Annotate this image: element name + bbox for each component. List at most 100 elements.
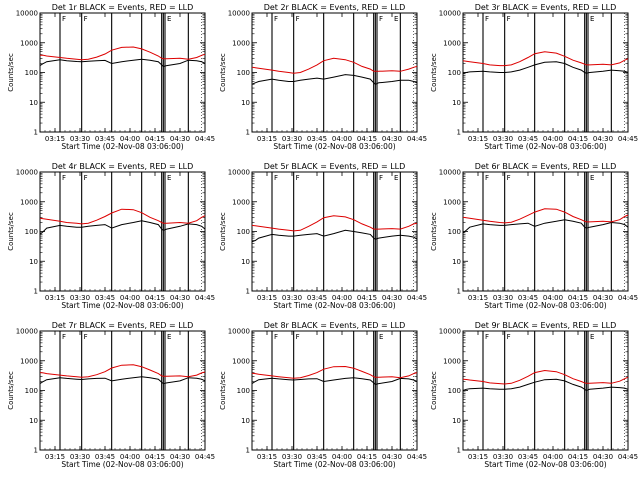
panel-9-ytick-label: 1 xyxy=(457,447,461,455)
panel-9-xtick-label: 03:30 xyxy=(493,453,513,461)
panel-2-xtick-label: 04:00 xyxy=(332,135,352,143)
panel-6-ytick-label: 10000 xyxy=(439,169,461,177)
panel-3-flag-label: F xyxy=(507,15,511,23)
panel-6-xtick-label: 03:15 xyxy=(468,294,488,302)
panel-4-frame xyxy=(39,171,206,292)
panel-4-xtick-label: 04:30 xyxy=(170,294,190,302)
panel-5-ytick-label: 10 xyxy=(241,258,250,266)
panel-8-flag-label: F xyxy=(296,333,300,341)
panel-8-series-events xyxy=(251,377,418,385)
panel-7-xtick-label: 04:00 xyxy=(120,453,140,461)
panel-6-flag-label: F xyxy=(507,174,511,182)
panel-7-xtick-label: 03:15 xyxy=(45,453,65,461)
panel-5-ylabel: Counts/sec xyxy=(219,212,227,251)
panel-9-xtick-label: 03:15 xyxy=(468,453,488,461)
panel-1-xlabel: Start Time (02-Nov-08 03:06:00) xyxy=(61,142,183,151)
panel-3-ytick-label: 10000 xyxy=(439,10,461,18)
panel-6-ytick-label: 100 xyxy=(448,228,461,236)
panel-3-flag-label: E xyxy=(590,15,594,23)
panel-6-xtick-label: 04:15 xyxy=(568,294,588,302)
panel-4-xtick-label: 04:00 xyxy=(120,294,140,302)
panel-2-ytick-label: 1000 xyxy=(232,39,250,47)
panel-7-frame xyxy=(39,330,206,451)
panel-9-xtick-label: 04:45 xyxy=(618,453,638,461)
panel-7-series-events xyxy=(39,376,206,385)
panel-1-frame xyxy=(39,12,206,133)
panel-9-flag-label: F xyxy=(485,333,489,341)
panel-2-xtick-label: 04:30 xyxy=(382,135,402,143)
panel-5-xtick-label: 03:45 xyxy=(307,294,327,302)
panel-9-series-events xyxy=(462,378,629,392)
panel-5-xtick-label: 04:00 xyxy=(332,294,352,302)
panel-1-series-events xyxy=(39,58,206,67)
panel-8-ytick-label: 10000 xyxy=(228,328,250,336)
panel-2-xtick-label: 04:15 xyxy=(357,135,377,143)
panel-5-flag-label: E xyxy=(394,174,398,182)
panel-9-flag-label: E xyxy=(590,333,594,341)
panel-9-xtick-label: 04:30 xyxy=(593,453,613,461)
panel-5-xtick-label: 03:30 xyxy=(282,294,302,302)
panel-3-ytick-label: 10 xyxy=(452,99,461,107)
panel-2-xtick-label: 04:45 xyxy=(407,135,427,143)
panel-1-xtick-label: 04:30 xyxy=(170,135,190,143)
panel-2-xlabel: Start Time (02-Nov-08 03:06:00) xyxy=(273,142,395,151)
panel-2-ytick-label: 10 xyxy=(241,99,250,107)
panel-2-flag-label: F xyxy=(274,15,278,23)
panel-4-ylabel: Counts/sec xyxy=(7,212,15,251)
panel-6-xtick-label: 04:45 xyxy=(618,294,638,302)
panel-7-xtick-label: 04:30 xyxy=(170,453,190,461)
panel-7-series-lld xyxy=(39,364,206,378)
panel-2-flag-label: F xyxy=(296,15,300,23)
panel-1-flag-label: F xyxy=(84,15,88,23)
panel-1-xtick-label: 03:15 xyxy=(45,135,65,143)
panel-6-frame xyxy=(462,171,629,292)
panel-6-xtick-label: 04:00 xyxy=(543,294,563,302)
panel-3-xtick-label: 04:15 xyxy=(568,135,588,143)
panel-4-xlabel: Start Time (02-Nov-08 03:06:00) xyxy=(61,301,183,310)
panel-3-flag-label: F xyxy=(485,15,489,23)
panel-4-ytick-label: 10 xyxy=(29,258,38,266)
panel-9-flag-label: F xyxy=(507,333,511,341)
panel-5-series-events xyxy=(251,229,418,243)
panel-6-xtick-label: 04:30 xyxy=(593,294,613,302)
panel-1-xtick-label: 04:00 xyxy=(120,135,140,143)
panel-5-ytick-label: 10000 xyxy=(228,169,250,177)
panel-3-xtick-label: 04:30 xyxy=(593,135,613,143)
panel-2-xtick-label: 03:15 xyxy=(257,135,277,143)
panel-2-flag-label: F xyxy=(379,15,383,23)
panel-3-xtick-label: 03:30 xyxy=(493,135,513,143)
panel-5-title: Det 5r BLACK = Events, RED = LLD xyxy=(264,162,406,171)
panel-1-xtick-label: 04:15 xyxy=(145,135,165,143)
panel-7-ytick-label: 10000 xyxy=(16,328,38,336)
panel-7-ylabel: Counts/sec xyxy=(7,371,15,410)
panel-7-xtick-label: 04:15 xyxy=(145,453,165,461)
panel-6-xlabel: Start Time (02-Nov-08 03:06:00) xyxy=(484,301,606,310)
panel-5-xtick-label: 04:30 xyxy=(382,294,402,302)
panel-9-frame xyxy=(462,330,629,451)
panel-7-xtick-label: 03:30 xyxy=(70,453,90,461)
panel-8-ytick-label: 1000 xyxy=(232,357,250,365)
panel-6-ytick-label: 10 xyxy=(452,258,461,266)
panel-7-flag-label: F xyxy=(84,333,88,341)
panel-8-ytick-label: 10 xyxy=(241,417,250,425)
panel-7-xtick-label: 03:45 xyxy=(95,453,115,461)
panel-2-ytick-label: 100 xyxy=(237,69,250,77)
panel-7-ytick-label: 10 xyxy=(29,417,38,425)
panel-2-xtick-label: 03:45 xyxy=(307,135,327,143)
panel-4-xtick-label: 04:15 xyxy=(145,294,165,302)
panel-7-title: Det 7r BLACK = Events, RED = LLD xyxy=(52,321,194,330)
panel-2-title: Det 2r BLACK = Events, RED = LLD xyxy=(264,3,406,12)
panel-8-xtick-label: 04:30 xyxy=(382,453,402,461)
panel-8-ytick-label: 1 xyxy=(246,447,250,455)
panel-1-flag-label: F xyxy=(62,15,66,23)
panel-1-ytick-label: 100 xyxy=(25,69,38,77)
panel-4-flag-label: F xyxy=(62,174,66,182)
panel-1-ylabel: Counts/sec xyxy=(7,53,15,92)
panel-5-xtick-label: 04:45 xyxy=(407,294,427,302)
panel-9-xtick-label: 04:15 xyxy=(568,453,588,461)
panel-4-xtick-label: 03:45 xyxy=(95,294,115,302)
panel-9-ytick-label: 1000 xyxy=(443,357,461,365)
panel-2-flag-label: E xyxy=(394,15,398,23)
panel-4-series-lld xyxy=(39,208,206,225)
